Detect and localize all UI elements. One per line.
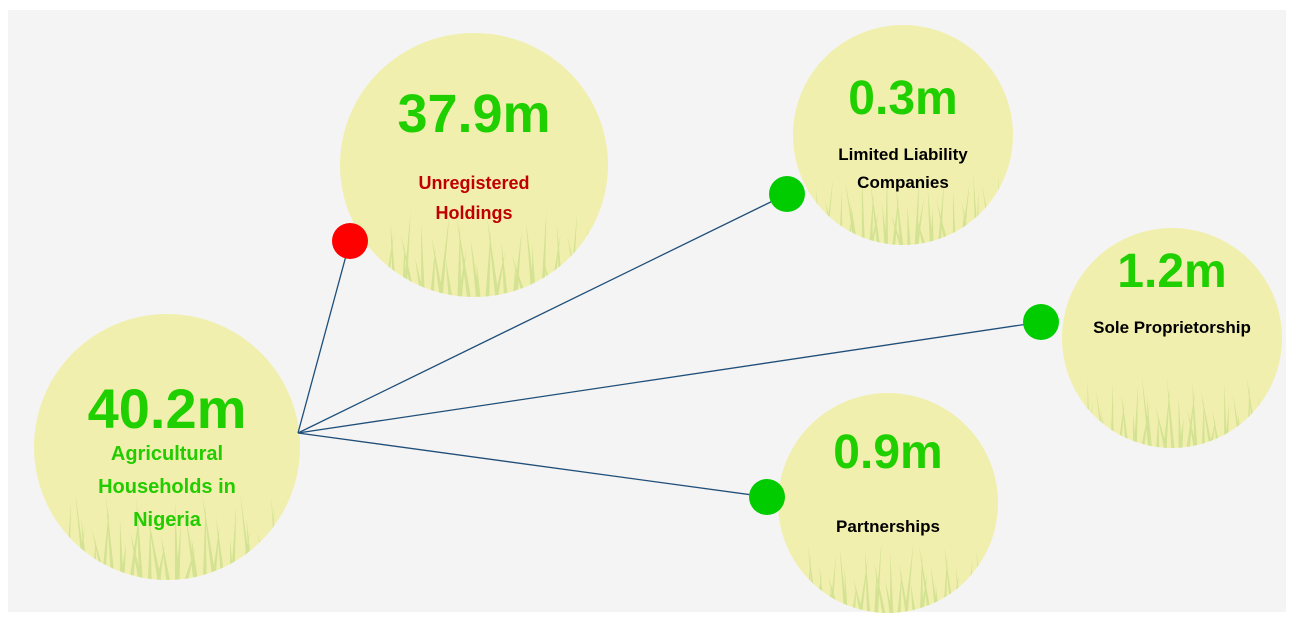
connector-line bbox=[298, 322, 1041, 433]
status-dot bbox=[1023, 304, 1059, 340]
connectors bbox=[0, 0, 1294, 622]
connector-line bbox=[298, 194, 787, 433]
connector-line bbox=[298, 241, 350, 433]
page: {"nodes": [ {"value": "40.2m", "label": … bbox=[0, 0, 1294, 622]
connector-line bbox=[298, 433, 767, 497]
status-dot bbox=[332, 223, 368, 259]
status-dot bbox=[769, 176, 805, 212]
status-dot bbox=[749, 479, 785, 515]
